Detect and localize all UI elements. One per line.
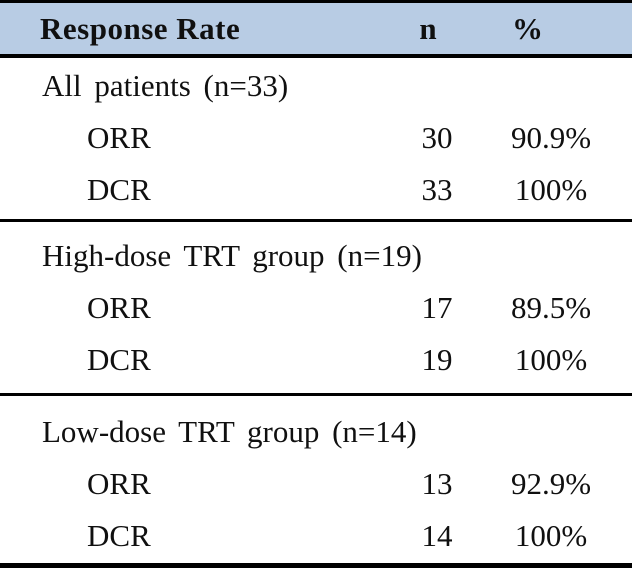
cell-n: 33 [421,172,453,207]
table-row: ORR 13 92.9% [0,458,632,510]
table-header: Response Rate n % [0,3,632,58]
cell-percent: 100% [514,342,588,377]
table-row: DCR 19 100% [0,334,632,386]
header-col-n: n [419,10,437,46]
row-label: DCR [87,342,151,377]
group-label: High-dose TRT group (n=19) [42,238,422,273]
row-label: ORR [87,120,151,155]
cell-n: 14 [421,518,453,553]
row-label: ORR [87,466,151,501]
row-label: DCR [87,518,151,553]
cell-percent: 90.9% [510,120,592,155]
cell-percent: 100% [514,172,588,207]
cell-percent: 89.5% [510,290,592,325]
top-border-rule [0,0,632,3]
cell-n: 19 [421,342,453,377]
row-label: DCR [87,172,151,207]
table-row: DCR 14 100% [0,510,632,562]
section-all-patients: All patients (n=33) ORR 30 90.9% DCR 33 … [0,58,632,222]
group-label: All patients (n=33) [42,68,289,103]
table-row: DCR 33 100% [0,164,632,216]
section-high-dose-trt: High-dose TRT group (n=19) ORR 17 89.5% … [0,222,632,396]
cell-n: 30 [421,120,453,155]
row-label: ORR [87,290,151,325]
cell-n: 17 [421,290,453,325]
group-label: Low-dose TRT group (n=14) [42,414,417,449]
table-row: ORR 30 90.9% [0,112,632,164]
table-row: ORR 17 89.5% [0,282,632,334]
cell-percent: 100% [514,518,588,553]
group-row: All patients (n=33) [0,60,632,112]
group-row: Low-dose TRT group (n=14) [0,406,632,458]
header-col-percent: % [512,10,543,46]
cell-n: 13 [421,466,453,501]
section-low-dose-trt: Low-dose TRT group (n=14) ORR 13 92.9% D… [0,396,632,568]
cell-percent: 92.9% [510,466,592,501]
group-row: High-dose TRT group (n=19) [0,230,632,282]
header-col-response-rate: Response Rate [40,10,241,46]
